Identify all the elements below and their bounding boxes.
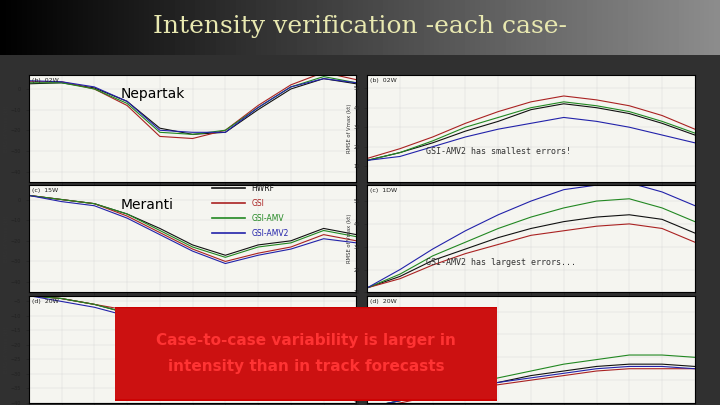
Text: GSI-AMV2: GSI-AMV2 <box>251 229 289 238</box>
Text: (b)  02W: (b) 02W <box>32 78 59 83</box>
Text: Meranti: Meranti <box>120 198 174 212</box>
Y-axis label: BIAS of Vmax (kt): BIAS of Vmax (kt) <box>4 105 9 151</box>
Text: GSI-AMV2 has largest errors...: GSI-AMV2 has largest errors... <box>426 258 576 267</box>
Text: GSI-AMV2 has smallest errors!: GSI-AMV2 has smallest errors! <box>426 147 571 156</box>
Text: (c)  15W: (c) 15W <box>32 188 58 193</box>
Text: GSI: GSI <box>251 199 264 208</box>
Text: Intensity verification -each case-: Intensity verification -each case- <box>153 15 567 38</box>
Text: GSI-AMV: GSI-AMV <box>251 214 284 223</box>
Y-axis label: RMSE of Vmax (kt): RMSE of Vmax (kt) <box>347 325 352 374</box>
Text: (d)  20W: (d) 20W <box>32 299 59 304</box>
Text: Megi: Megi <box>120 309 154 322</box>
Text: HWRF: HWRF <box>251 184 274 193</box>
Text: (b)  02W: (b) 02W <box>371 78 397 83</box>
Text: (d)  20W: (d) 20W <box>371 299 397 304</box>
Text: Nepartak: Nepartak <box>120 87 185 101</box>
FancyBboxPatch shape <box>104 307 508 401</box>
Text: Case-to-case variability is larger in
intensity than in track forecasts: Case-to-case variability is larger in in… <box>156 333 456 374</box>
Y-axis label: RMSE of Vmax (kt): RMSE of Vmax (kt) <box>347 214 352 263</box>
Y-axis label: RMSE of Vmax (kt): RMSE of Vmax (kt) <box>347 104 352 153</box>
Text: (c)  1DW: (c) 1DW <box>371 188 397 193</box>
Y-axis label: BIAS of Vmax (kt): BIAS of Vmax (kt) <box>4 326 9 373</box>
Y-axis label: BIAS of Vmax (kt): BIAS of Vmax (kt) <box>4 215 9 262</box>
